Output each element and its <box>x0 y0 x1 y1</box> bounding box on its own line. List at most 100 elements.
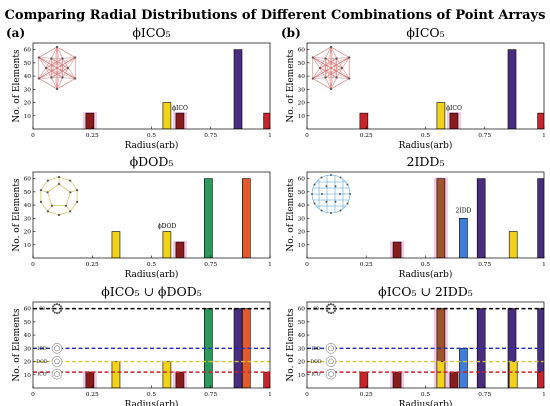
ico-edge <box>51 57 76 78</box>
ico-edge <box>325 57 350 78</box>
ico-edge <box>51 58 69 69</box>
idd-vertex <box>349 193 351 195</box>
legend-icon-inner <box>54 345 60 352</box>
ico-edge <box>312 57 337 78</box>
ico-edge <box>312 57 321 69</box>
x-tick-label: 1 <box>542 133 546 139</box>
star-dot <box>332 303 335 306</box>
star-dot <box>51 307 54 310</box>
star-dot <box>326 309 329 312</box>
ico-vertex <box>74 56 77 59</box>
star-dot <box>59 305 62 308</box>
chart-panel-4: 2IDD₅ 10 20 30 40 50 60 0 0.25 0.5 0.75 1 Radius(arb… <box>286 154 546 280</box>
chart-panel-6: ϕICO₅ ∪ 2IDD₅ 10 20 30 40 50 60 0 0.25 0.5 0.75 1 Ra… <box>286 284 546 406</box>
idd-vertex <box>346 183 349 186</box>
dod-vertex <box>69 191 72 194</box>
ico-vertex <box>50 57 53 60</box>
dod-inner <box>47 183 71 207</box>
bar <box>459 348 468 388</box>
star-dot <box>59 309 62 312</box>
ico-edge <box>51 46 58 78</box>
legend-label-l60: 60 <box>313 306 319 312</box>
ico-edge <box>341 67 350 79</box>
y-tick-label: 10 <box>24 114 32 120</box>
chart-title: ϕICO₅ <box>406 25 444 40</box>
star-dot <box>326 305 329 308</box>
y-tick-label: 60 <box>298 48 306 54</box>
y-tick-label: 50 <box>298 320 306 326</box>
legend-ico-icon <box>51 368 63 380</box>
ico-edge <box>38 78 58 90</box>
ico-edge <box>56 58 63 90</box>
y-tick-label: 60 <box>24 48 32 54</box>
ico-edge <box>312 67 343 79</box>
y-tick-label: 30 <box>298 346 306 352</box>
idd-vertex <box>320 209 323 212</box>
dod-inset-lines <box>40 176 78 216</box>
idd-vertex <box>325 185 328 188</box>
x-tick-label: 1 <box>268 133 272 139</box>
dod-vertex <box>57 213 61 217</box>
legend-icon-inner <box>328 358 334 365</box>
ico-edge <box>312 58 337 79</box>
bar <box>162 102 172 129</box>
y-axis-label: No. of Elements <box>286 308 296 382</box>
plot-area <box>307 307 544 388</box>
bar <box>175 371 185 388</box>
bar <box>175 112 185 129</box>
chart-title: ϕDOD₅ <box>130 154 174 169</box>
bar <box>507 49 517 129</box>
ico-edge <box>38 46 58 58</box>
chart-panel-1: ϕICO₅ 10 20 30 40 50 60 0 0.25 0.5 0.75 1 Radius(arb… <box>12 25 272 151</box>
ico-vertex <box>66 66 70 70</box>
idd-vertex <box>339 209 342 212</box>
x-tick-label: 0.25 <box>360 392 373 398</box>
bar <box>459 218 468 258</box>
y-tick-label: 20 <box>24 101 32 107</box>
x-tick-label: 0 <box>305 392 309 398</box>
star-dot <box>56 312 59 315</box>
legend-l60-icon <box>51 303 63 315</box>
y-tick-label: 60 <box>298 307 306 313</box>
bar <box>263 112 270 129</box>
x-tick-label: 0.5 <box>147 392 157 398</box>
ico-edge <box>312 46 332 58</box>
bar <box>175 241 185 258</box>
dod-vertex <box>46 191 49 194</box>
chart-panel-3: ϕDOD₅ 10 20 30 40 50 60 0 0.25 0.5 0.75 1 Radius(arb… <box>12 154 272 280</box>
bar <box>162 231 172 258</box>
legend-icon-inner <box>54 371 60 378</box>
star-dot <box>332 311 335 314</box>
bar <box>111 231 121 258</box>
y-tick-label: 10 <box>298 373 306 379</box>
ico-edge <box>312 78 332 90</box>
ico-edge <box>330 58 337 90</box>
ico-vertex <box>348 77 351 80</box>
ico-vertex <box>324 57 327 60</box>
y-tick-label: 50 <box>24 320 32 326</box>
star-dot <box>327 303 330 306</box>
ico-vertex <box>74 77 77 80</box>
ico-vertex <box>55 45 59 49</box>
ico-edge <box>45 58 63 69</box>
idd-vertex <box>311 193 313 195</box>
x-tick-label: 0.5 <box>147 133 157 139</box>
dod-vertex <box>75 189 79 192</box>
ico-edge <box>330 46 350 58</box>
ico-vertex <box>329 45 333 49</box>
legend-icon-inner <box>328 371 334 378</box>
idd-vertex <box>325 200 328 203</box>
x-tick-label: 0.75 <box>478 133 491 139</box>
y-tick-label: 20 <box>24 360 32 366</box>
star-dot <box>327 311 330 314</box>
y-tick-label: 40 <box>298 203 306 209</box>
x-tick-label: 0.75 <box>478 392 491 398</box>
y-axis-label: No. of Elements <box>12 49 22 123</box>
ico-edge <box>45 67 63 78</box>
ico-vertex <box>335 76 338 79</box>
ico-edge <box>56 77 63 90</box>
ico-vertex <box>329 87 333 91</box>
legend-label-l60: 60 <box>39 306 45 312</box>
y-tick-label: 10 <box>298 114 306 120</box>
